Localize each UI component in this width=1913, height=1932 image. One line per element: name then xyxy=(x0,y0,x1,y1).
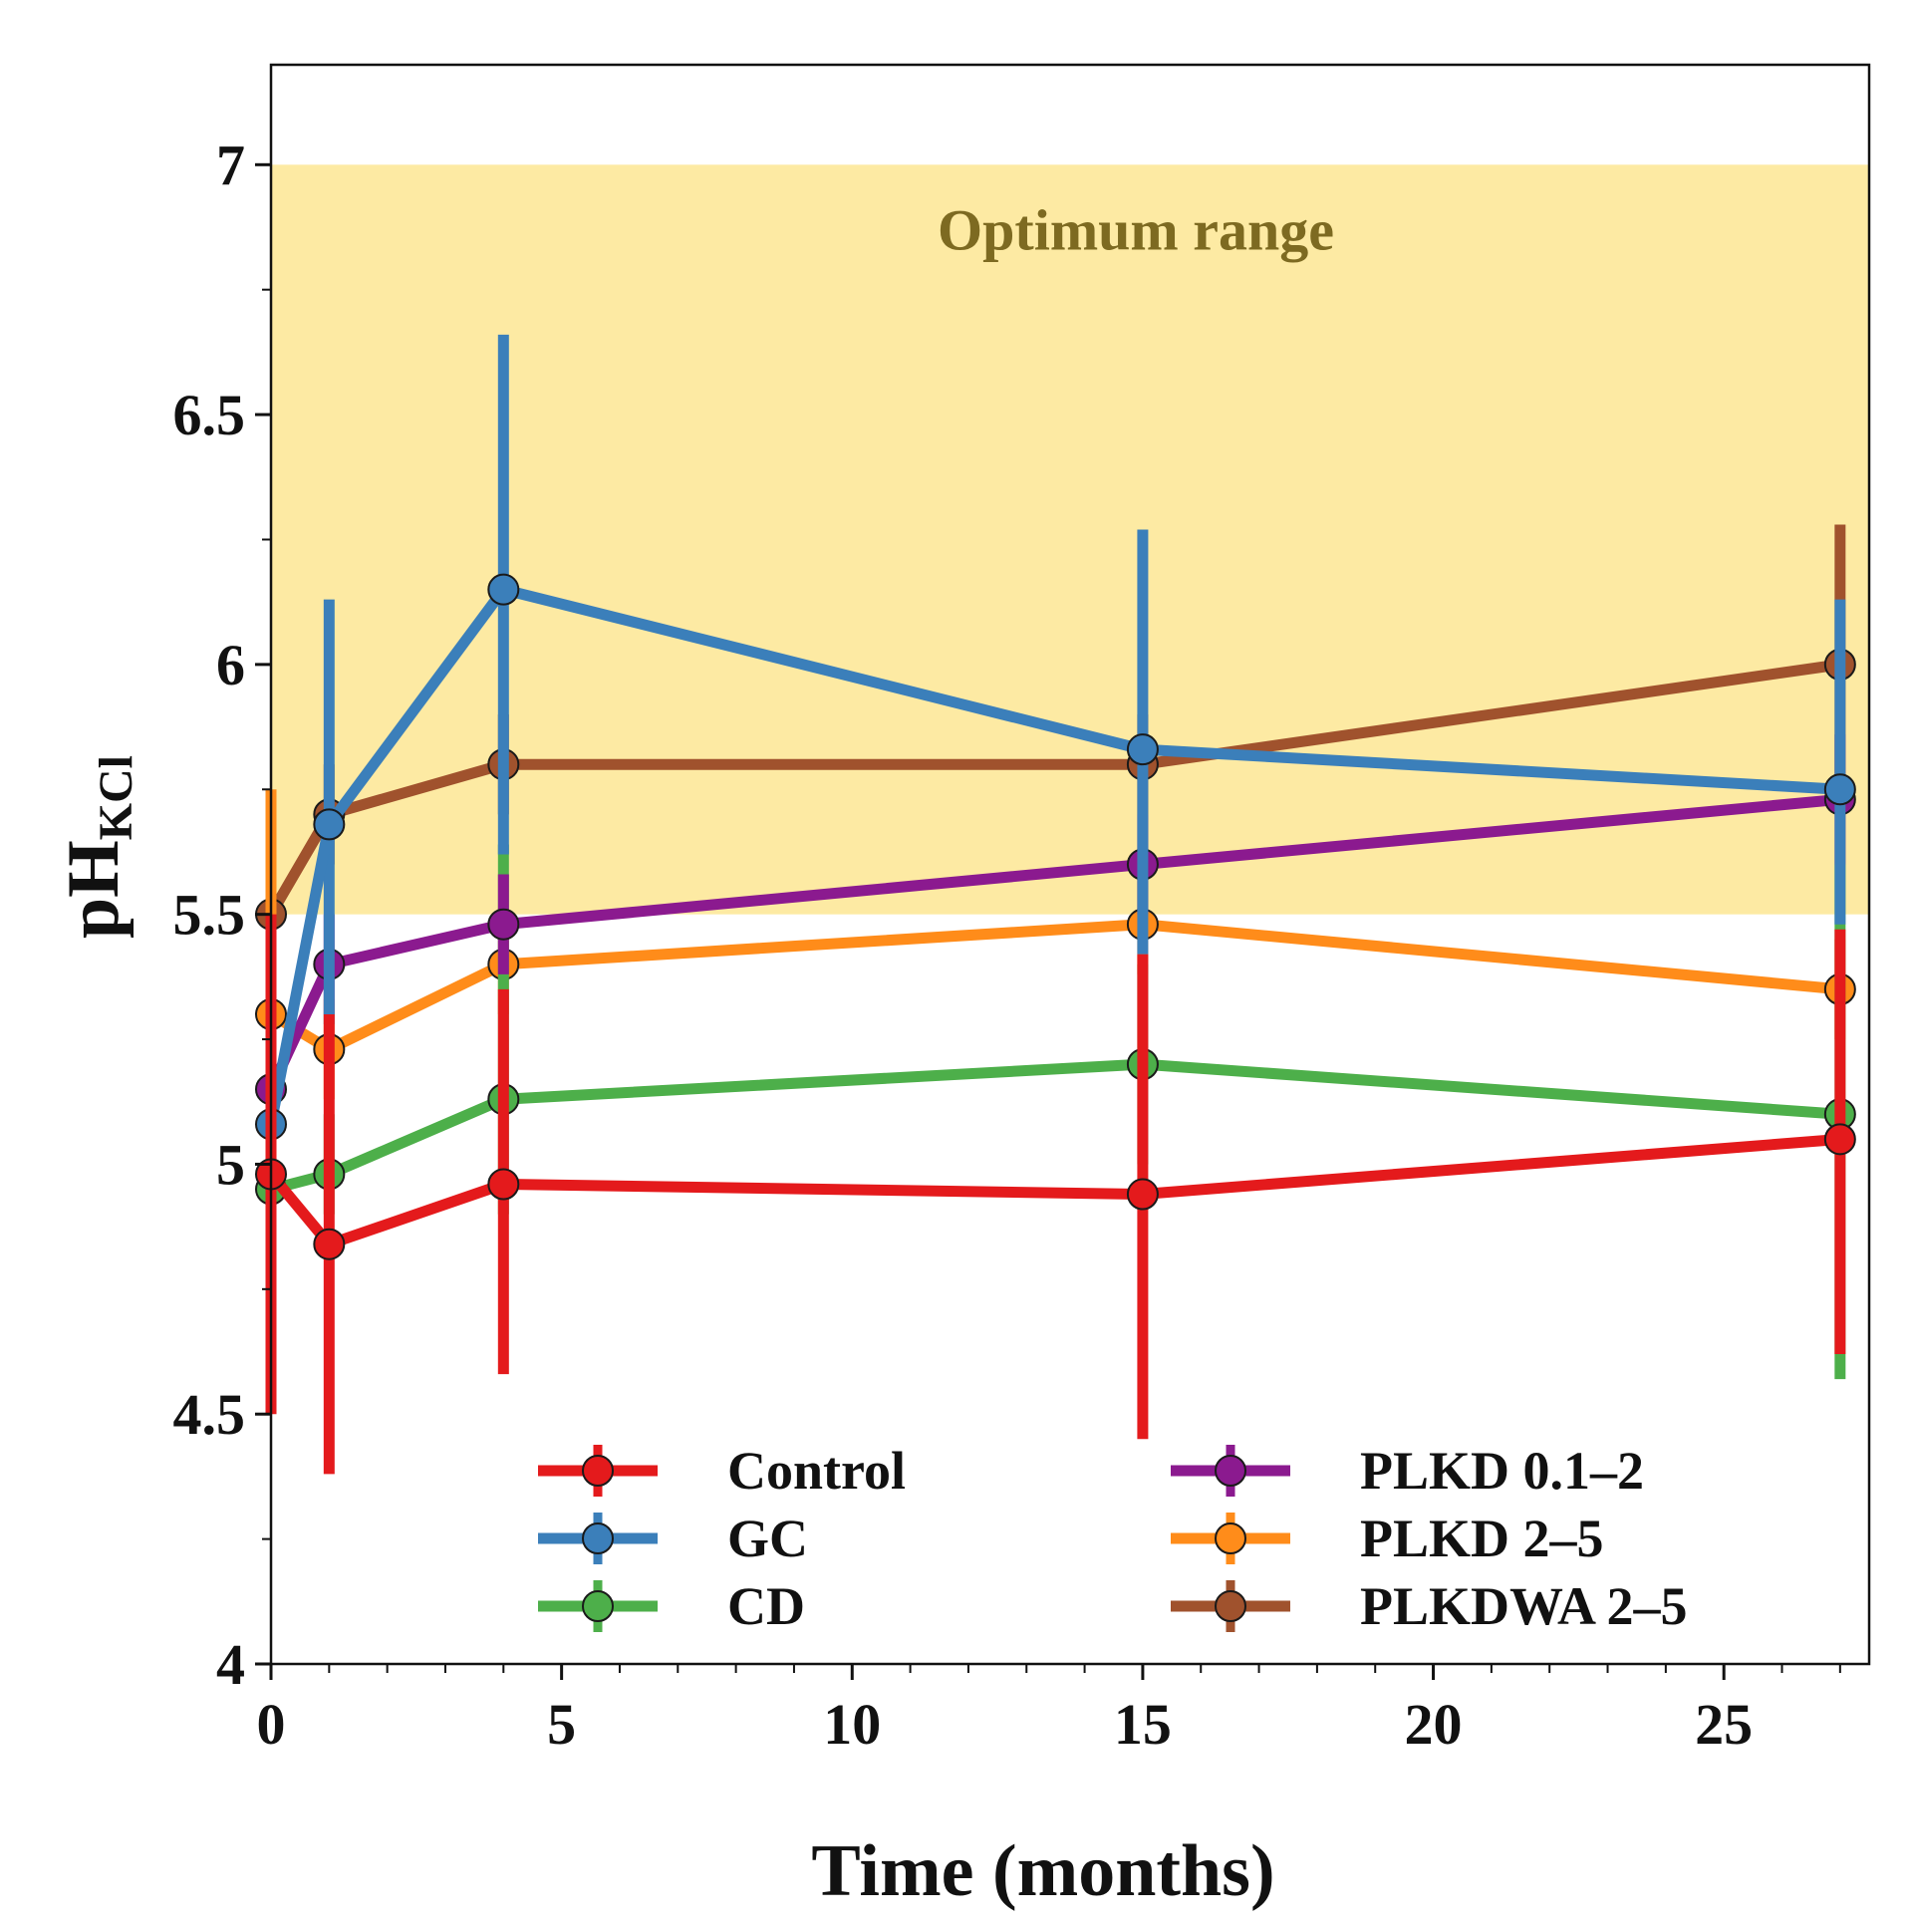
y-tick-label: 5 xyxy=(216,1132,245,1197)
data-point xyxy=(313,1228,346,1260)
legend-item-gc: GC xyxy=(538,1509,808,1568)
optimum-range-label: Optimum range xyxy=(938,197,1334,262)
legend-label: CD xyxy=(727,1576,805,1636)
data-point xyxy=(1823,1123,1856,1156)
legend-item-plkd-0-1-2: PLKD 0.1–2 xyxy=(1171,1441,1644,1501)
x-tick-label: 15 xyxy=(1114,1692,1172,1757)
y-axis-title-subscript: KCl xyxy=(90,755,142,840)
y-tick-label: 6.5 xyxy=(173,383,246,447)
legend-marker xyxy=(1215,1455,1246,1487)
y-tick-label: 5.5 xyxy=(173,883,246,948)
legend-marker xyxy=(582,1455,614,1487)
y-axis-title-main: pH xyxy=(53,840,135,939)
optimum-range-band xyxy=(271,164,1869,915)
legend-item-cd: CD xyxy=(538,1576,805,1636)
plot-frame xyxy=(269,63,1871,1666)
x-tick-label: 25 xyxy=(1695,1692,1753,1757)
data-point xyxy=(487,573,520,606)
legend-label: Control xyxy=(727,1441,906,1501)
data-point xyxy=(487,1168,520,1201)
y-tick-label: 4 xyxy=(216,1632,245,1697)
legend-item-plkdwa-2-5: PLKDWA 2–5 xyxy=(1171,1576,1688,1636)
legend-label: PLKD 2–5 xyxy=(1360,1509,1604,1568)
series-layer xyxy=(255,334,1856,1475)
legend-marker xyxy=(582,1522,614,1554)
legend-label: PLKD 0.1–2 xyxy=(1360,1441,1644,1501)
x-tick-label: 10 xyxy=(823,1692,881,1757)
legend-marker xyxy=(1215,1590,1246,1622)
data-point xyxy=(313,808,346,841)
legend-marker xyxy=(582,1590,614,1622)
y-tick-label: 6 xyxy=(216,633,245,697)
legend-label: GC xyxy=(727,1509,808,1568)
x-tick-label: 0 xyxy=(257,1692,286,1757)
data-point xyxy=(487,908,520,941)
legend: Control GC CD PLKD 0.1–2 PLKD 2–5 PLKDWA 2–5 xyxy=(538,1441,1688,1636)
axes-layer: 4 4.5 5 5.5 6 6.5 7 0 5 10 15 20 25 xyxy=(173,63,1871,1757)
data-point xyxy=(1126,733,1159,766)
legend-item-control: Control xyxy=(538,1441,906,1501)
data-point xyxy=(1126,1178,1159,1211)
series-control xyxy=(255,914,1856,1475)
y-tick-label: 7 xyxy=(216,133,245,197)
legend-label: PLKDWA 2–5 xyxy=(1360,1576,1688,1636)
legend-marker xyxy=(1215,1522,1246,1554)
legend-item-plkd-2-5: PLKD 2–5 xyxy=(1171,1509,1604,1568)
x-tick-label: 5 xyxy=(547,1692,576,1757)
x-axis-title: Time (months) xyxy=(811,1830,1274,1912)
y-axis-title: pHKCl xyxy=(53,755,142,939)
data-point xyxy=(1823,773,1856,806)
y-tick-label: 4.5 xyxy=(173,1382,246,1447)
x-tick-label: 20 xyxy=(1405,1692,1463,1757)
optimum-band-layer: Optimum range xyxy=(271,164,1869,915)
